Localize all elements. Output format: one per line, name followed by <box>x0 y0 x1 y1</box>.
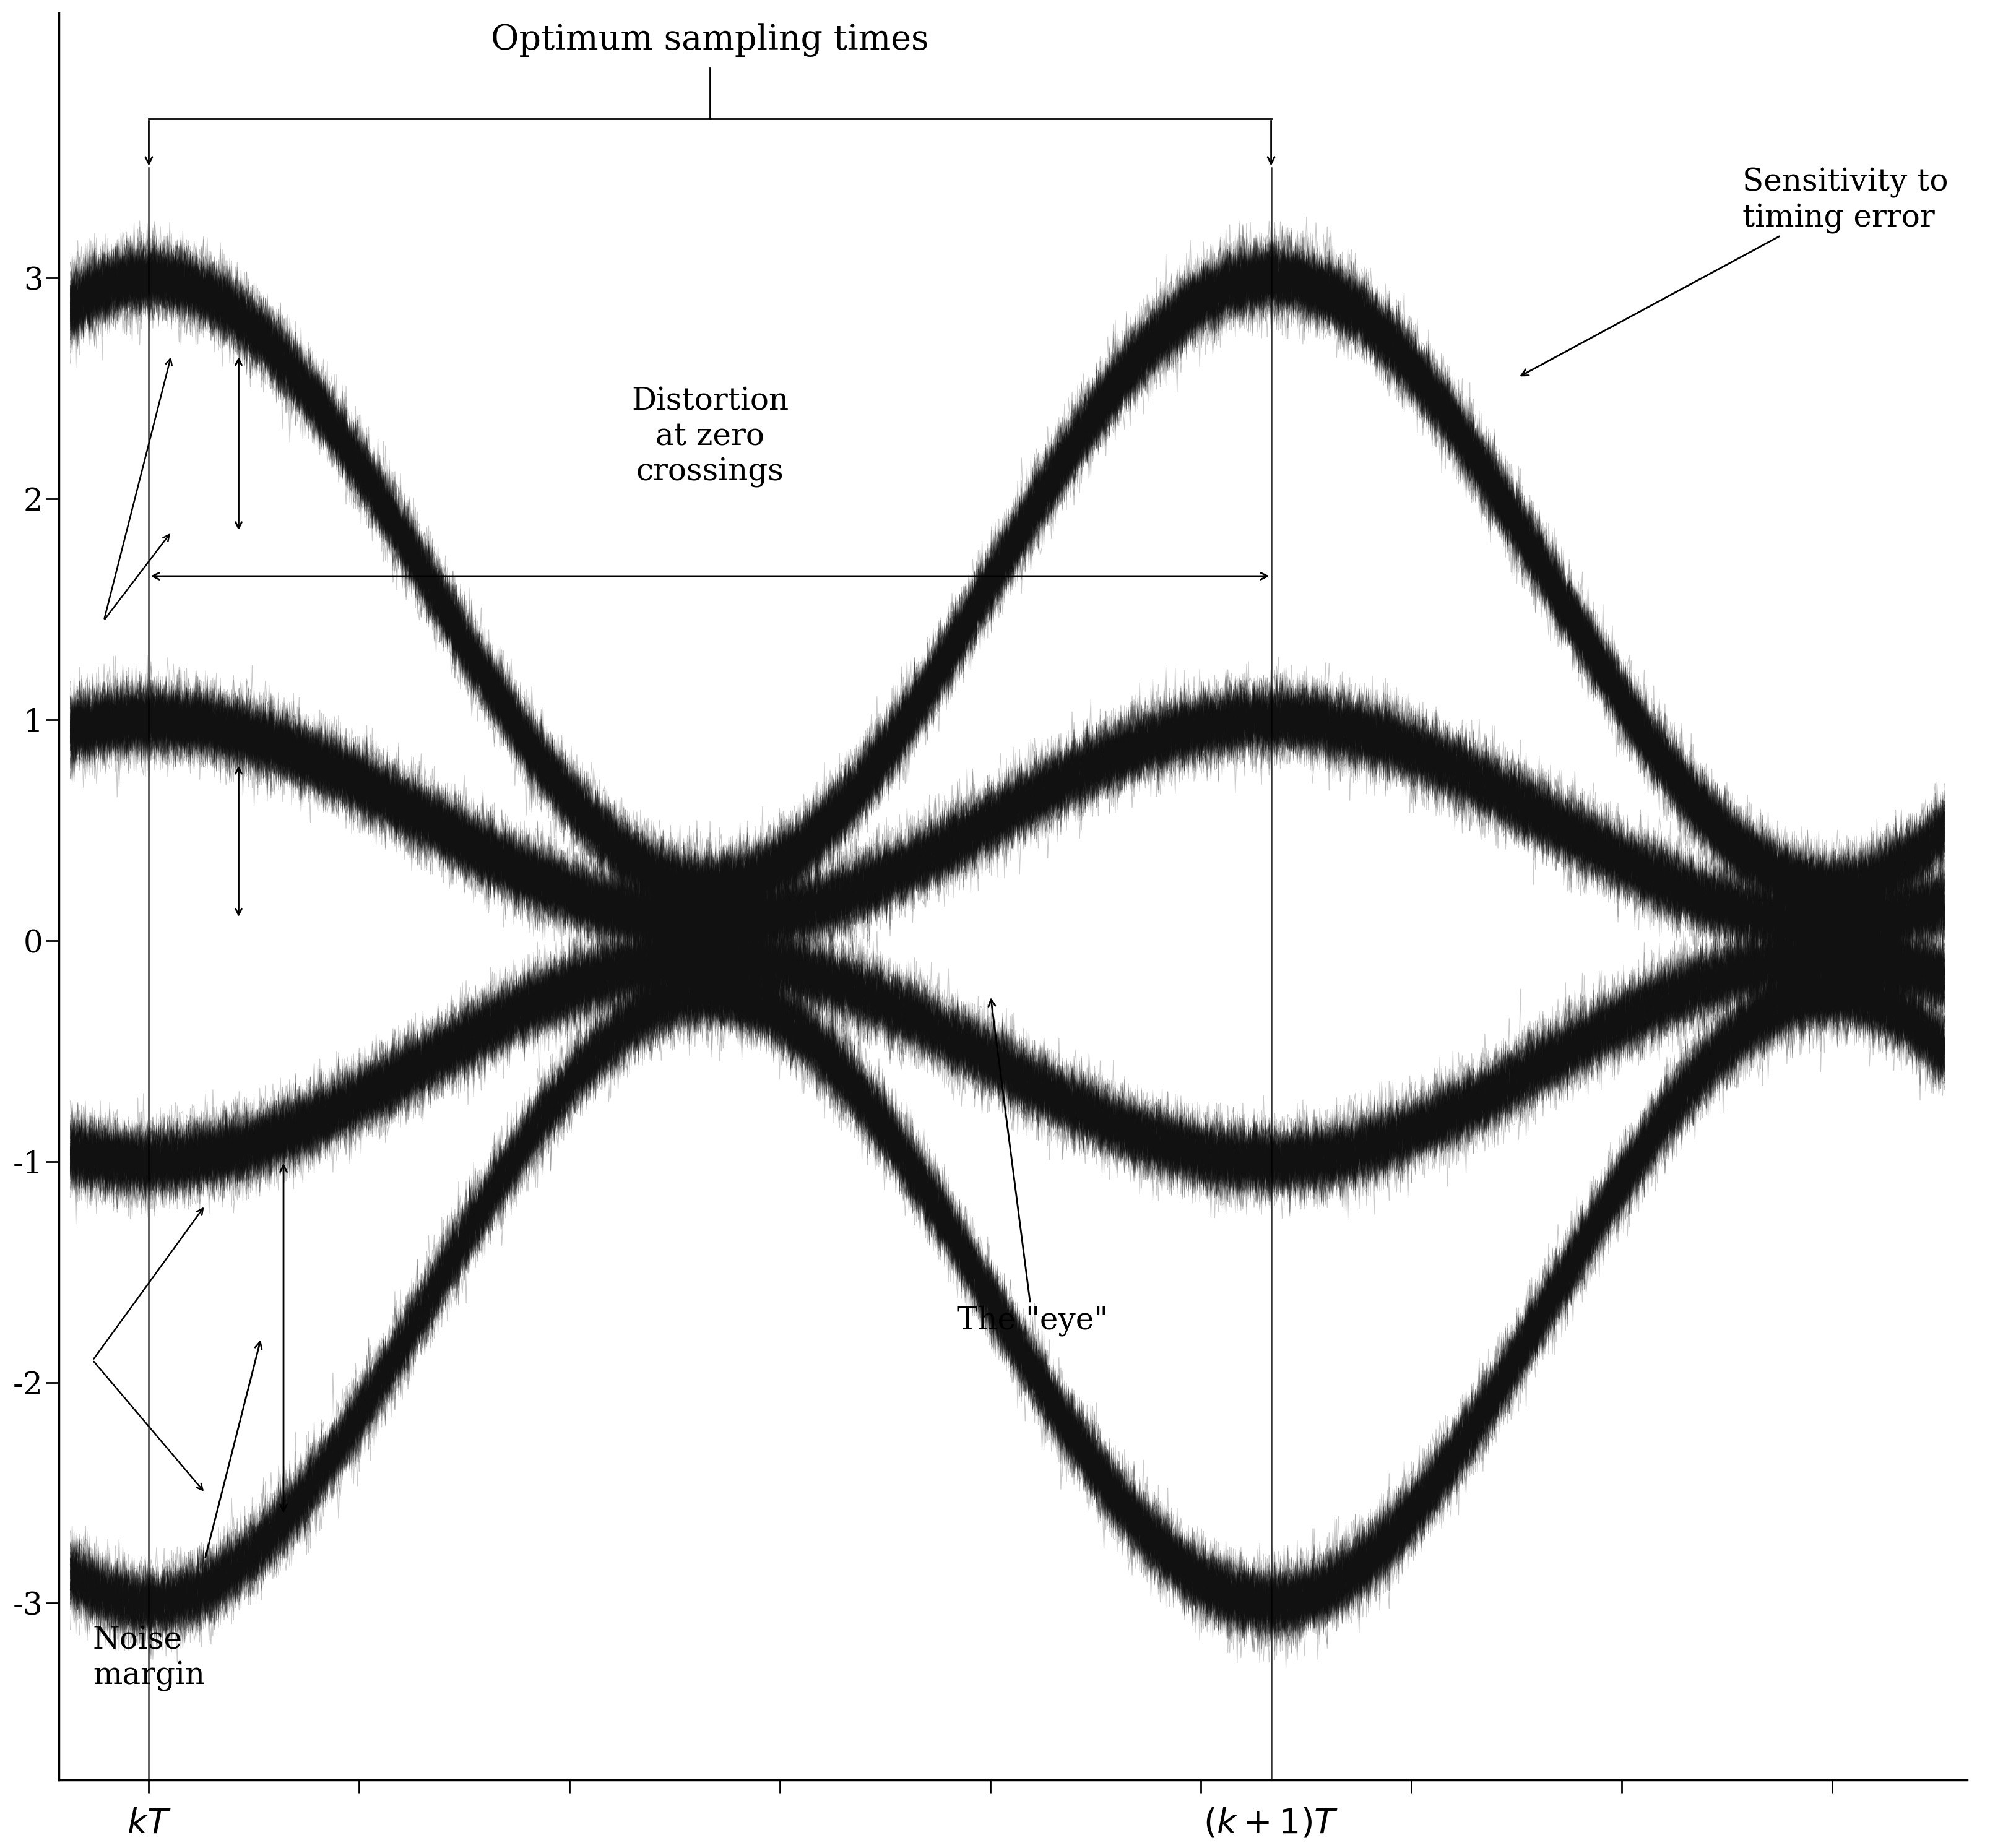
Text: $(k + 1)T$: $(k + 1)T$ <box>1204 1805 1338 1841</box>
Text: The "eye": The "eye" <box>957 1000 1108 1336</box>
Text: Sensitivity to
timing error: Sensitivity to timing error <box>1520 168 1949 375</box>
Text: Distortion
at zero
crossings: Distortion at zero crossings <box>631 386 789 488</box>
Text: $kT$: $kT$ <box>126 1805 170 1841</box>
Text: Noise
margin: Noise margin <box>92 1624 204 1691</box>
Text: Optimum sampling times: Optimum sampling times <box>491 24 929 57</box>
